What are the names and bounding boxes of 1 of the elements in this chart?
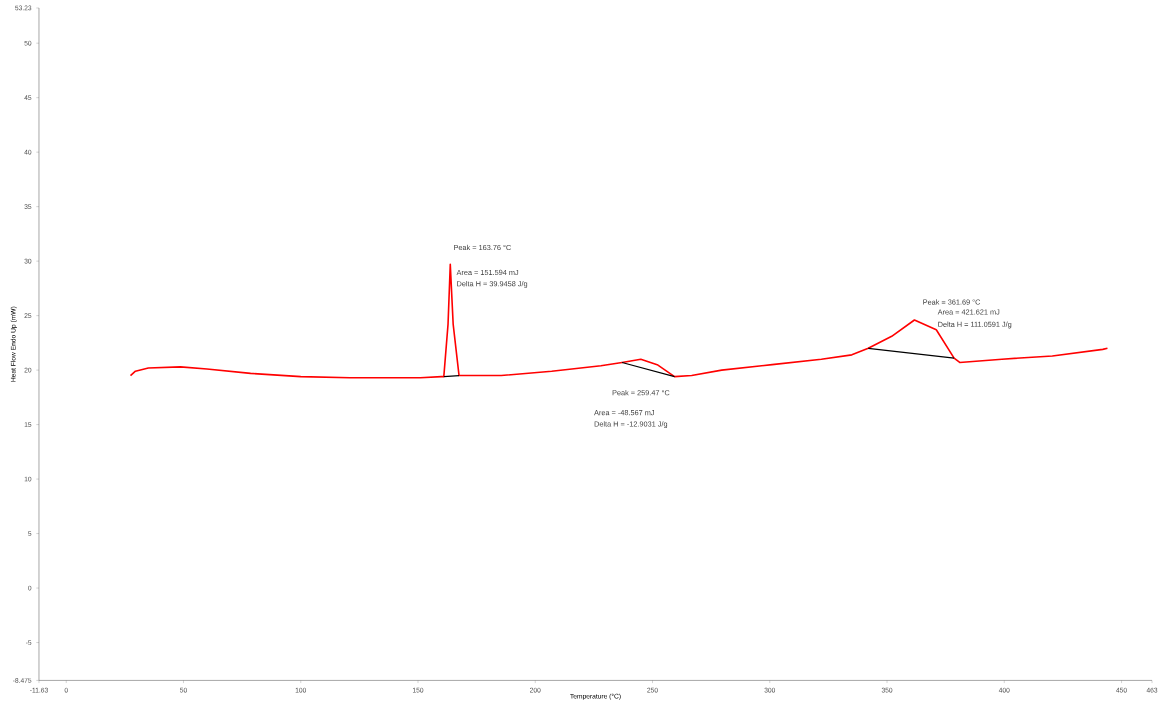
line-series	[129, 263, 1109, 379]
